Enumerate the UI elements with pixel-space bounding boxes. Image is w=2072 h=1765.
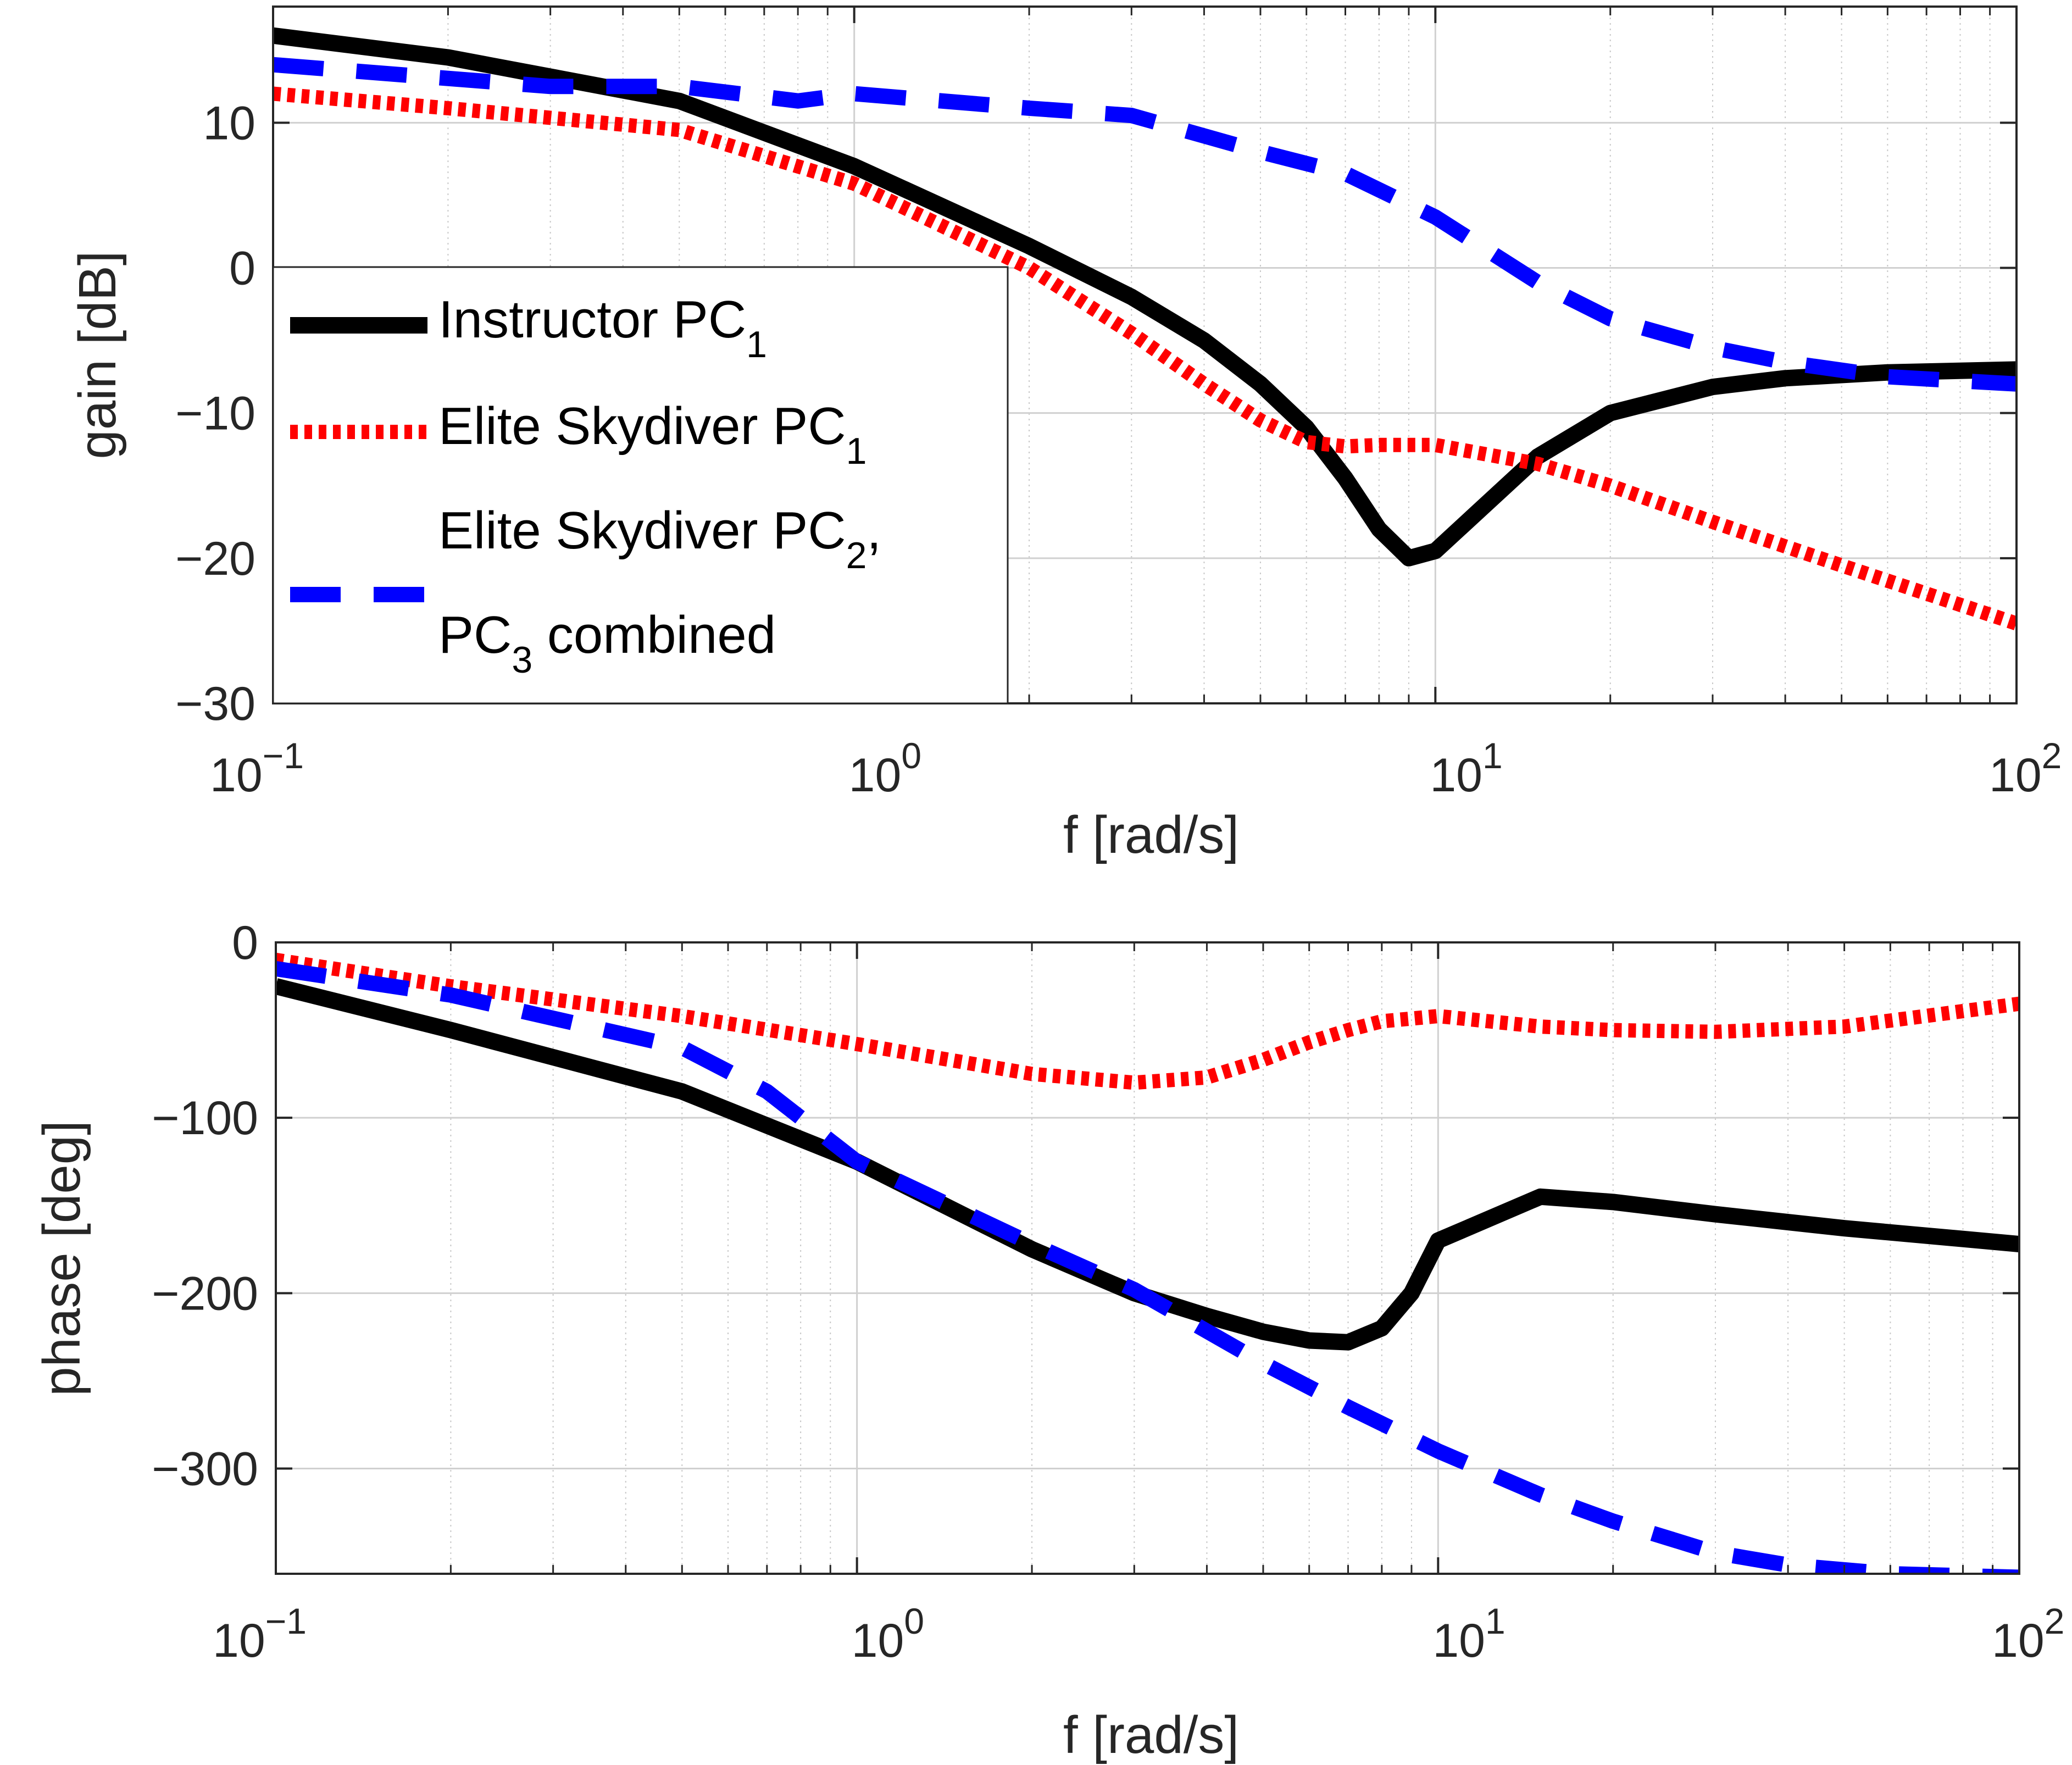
- gain-panel: 100−10−20−30 10−1 100 101 102 f [rad/s] gai…: [68, 5, 2062, 864]
- phase-x-tick-label: 102: [1992, 1601, 2064, 1667]
- gain-series-group: [273, 27, 2017, 631]
- phase-y-tick-label: 0: [232, 917, 258, 969]
- phase-series-elite-pc2-pc3: [276, 961, 2019, 1574]
- phase-y-tick-label: −300: [152, 1443, 258, 1496]
- gain-series-elite-pc1: [273, 86, 2017, 631]
- gain-x-tick-label: 101: [1430, 735, 1502, 802]
- phase-x-tick-labels: 10−1 100 101 102: [213, 1601, 2064, 1667]
- gain-y-tick-label: −20: [175, 532, 255, 585]
- legend-label-elite-pc2-line1: Elite Skydiver PC2,: [438, 501, 881, 576]
- gain-y-tick-label: −30: [175, 678, 255, 730]
- gain-series-instructor-pc1: [273, 27, 2017, 567]
- phase-y-tick-labels: 0 −100 −200 −300: [152, 917, 258, 1496]
- legend-label-elite-pc1: Elite Skydiver PC1: [438, 397, 866, 472]
- gain-series-elite-pc2-pc3: [273, 57, 2017, 392]
- gain-y-tick-label: 0: [229, 242, 255, 295]
- phase-x-axis-label: f [rad/s]: [1063, 1706, 1239, 1764]
- gain-y-tick-labels: 10 0 −10 −20 −30: [175, 97, 255, 730]
- gain-y-tick-label: −10: [175, 387, 255, 440]
- phase-panel: 0 −100 −200 −300 10−1 100 101 102 f [rad/s] ph…: [32, 917, 2064, 1764]
- phase-tick-marks: [275, 941, 2020, 1574]
- phase-series-elite-pc1: [276, 953, 2019, 1090]
- phase-x-tick-label: 101: [1432, 1601, 1505, 1667]
- legend-label-elite-pc3-line2: PC3 combined: [438, 606, 776, 681]
- gain-x-tick-label: 10−1: [210, 735, 304, 802]
- legend-label-instructor-pc1: Instructor PC1: [438, 290, 767, 365]
- legend-box: [272, 266, 1009, 704]
- gain-y-tick-label: 10: [203, 97, 255, 149]
- phase-series-group: [276, 953, 2019, 1574]
- gain-x-tick-label: 100: [849, 735, 921, 802]
- gain-x-tick-labels: 10−1 100 101 102: [210, 735, 2062, 802]
- phase-series-instructor-pc1: [276, 978, 2019, 1351]
- gain-legend: Instructor PC1 Elite Skydiver PC1 Elite …: [272, 266, 1009, 704]
- phase-axes-frame: [275, 941, 2020, 1575]
- phase-x-tick-label: 10−1: [213, 1601, 307, 1667]
- phase-x-tick-label: 100: [852, 1601, 924, 1667]
- phase-y-tick-label: −100: [152, 1092, 258, 1145]
- phase-y-axis-label: phase [deg]: [32, 1120, 91, 1396]
- gain-x-axis-label: f [rad/s]: [1063, 806, 1239, 864]
- gain-y-axis-label: gain [dB]: [68, 251, 127, 459]
- gain-x-tick-label: 102: [1989, 735, 2062, 802]
- phase-y-tick-label: −200: [152, 1267, 258, 1320]
